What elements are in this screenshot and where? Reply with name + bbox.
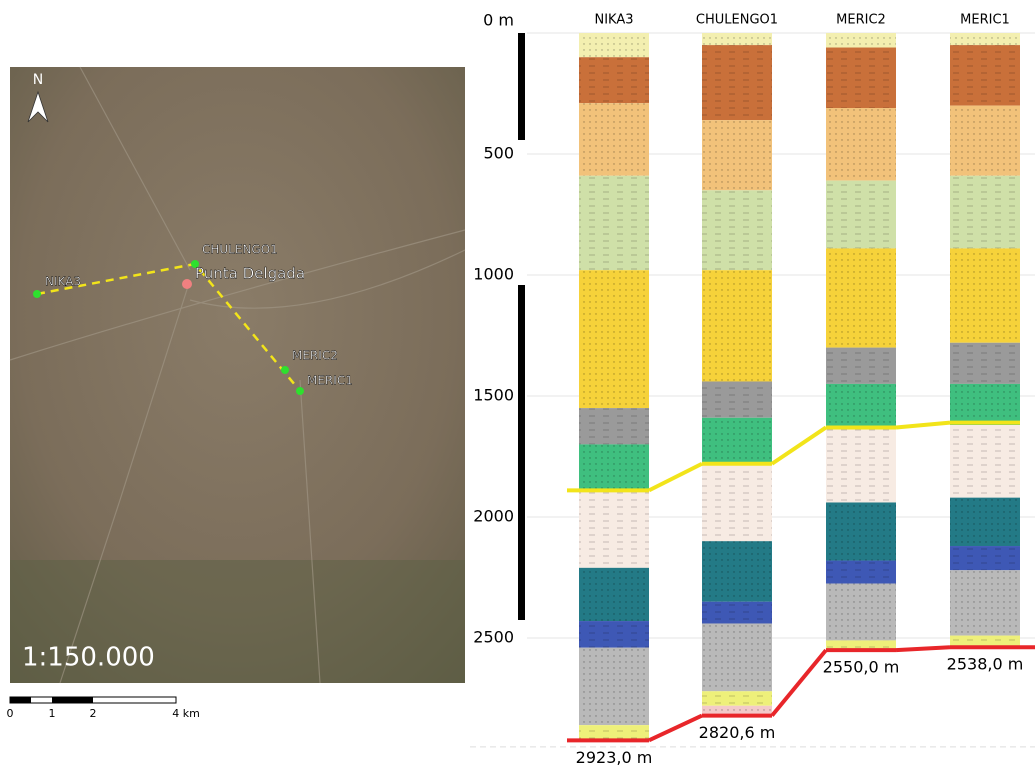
marker-connector: [896, 423, 950, 428]
base-connector: [649, 716, 702, 741]
base-connector: [896, 647, 950, 650]
depth-tick-label: 2000: [473, 507, 514, 526]
well-name: NIKA3: [594, 13, 633, 28]
layer-texture: [950, 45, 1020, 106]
depth-tick-label: 1000: [473, 265, 514, 284]
depth-scale-bar: [518, 285, 525, 620]
well-name: MERIC1: [960, 13, 1010, 28]
layer-texture: [702, 464, 772, 541]
layer-texture: [702, 190, 772, 270]
layer-texture: [826, 584, 896, 641]
layer-texture: [579, 568, 649, 621]
layer-texture: [579, 490, 649, 567]
depth-tick-label: 1500: [473, 386, 514, 405]
depth-tick-label: 0 m: [483, 11, 514, 30]
layer-texture: [579, 408, 649, 444]
layer-texture: [950, 384, 1020, 425]
layer-texture: [702, 623, 772, 691]
scale-label: 1: [49, 707, 56, 720]
layer-texture: [579, 621, 649, 648]
north-label: N: [33, 72, 43, 88]
layer-texture: [579, 57, 649, 103]
well-name: CHULENGO1: [696, 13, 778, 28]
layer-texture: [826, 108, 896, 181]
scale-label: 0: [7, 707, 14, 720]
layer-texture: [702, 691, 772, 706]
layer-texture: [702, 270, 772, 381]
scale-bar: [10, 697, 31, 703]
layer-texture: [950, 176, 1020, 249]
marker-connector: [772, 427, 826, 463]
well-point: [281, 366, 289, 374]
layer-texture: [950, 425, 1020, 498]
depth-tick-label: 2500: [473, 628, 514, 647]
scale-text: 1:150.000: [22, 643, 155, 673]
layer-texture: [950, 33, 1020, 45]
well-point: [296, 387, 304, 395]
layer-texture: [702, 45, 772, 120]
layer-texture: [702, 381, 772, 417]
town-label: Punta Delgada: [195, 265, 305, 283]
total-depth-label: 2820,6 m: [699, 723, 776, 742]
cross-section: 0 m 500 1000 1500 2000 2500 NIKA3 2923,0 m CHULE…: [470, 11, 1035, 767]
layer-texture: [950, 343, 1020, 384]
layer-texture: [702, 541, 772, 602]
scale-bar: [52, 697, 93, 703]
layer-texture: [950, 546, 1020, 570]
figure: N NIKA3 CHULENGO1 MERIC2 MERIC1 Punta De…: [0, 0, 1035, 771]
layer-texture: [950, 106, 1020, 176]
layer-texture: [950, 570, 1020, 635]
layer-texture: [826, 348, 896, 384]
layer-texture: [579, 648, 649, 725]
depth-scale-bar: [518, 33, 525, 140]
town-point: [182, 279, 192, 289]
layer-texture: [826, 384, 896, 428]
well-name: MERIC2: [836, 13, 886, 28]
layer-texture: [702, 602, 772, 624]
layer-texture: [826, 427, 896, 502]
layer-texture: [702, 33, 772, 45]
well-label: MERIC2: [292, 349, 338, 363]
layer-texture: [826, 181, 896, 249]
layer-texture: [826, 248, 896, 347]
layer-texture: [579, 33, 649, 57]
layer-texture: [950, 248, 1020, 342]
well-label: MERIC1: [307, 374, 353, 388]
layer-texture: [579, 103, 649, 176]
layer-texture: [702, 120, 772, 190]
base-connector: [772, 650, 826, 715]
layer-texture: [826, 502, 896, 560]
scale-label: 4 km: [172, 707, 200, 720]
total-depth-label: 2538,0 m: [947, 655, 1024, 674]
well-label: NIKA3: [45, 275, 81, 289]
layer-texture: [579, 270, 649, 408]
layer-texture: [579, 444, 649, 490]
well-point: [33, 290, 41, 298]
layer-texture: [950, 498, 1020, 546]
scale-label: 2: [90, 707, 97, 720]
depth-tick-label: 500: [483, 144, 514, 163]
map: N NIKA3 CHULENGO1 MERIC2 MERIC1 Punta De…: [7, 67, 466, 720]
layer-texture: [826, 561, 896, 584]
total-depth-label: 2550,0 m: [823, 658, 900, 677]
layer-texture: [702, 418, 772, 464]
well-label: CHULENGO1: [202, 243, 278, 257]
total-depth-label: 2923,0 m: [576, 748, 653, 767]
layer-texture: [579, 725, 649, 740]
layer-texture: [826, 33, 896, 48]
marker-connector: [649, 464, 702, 491]
layer-texture: [826, 48, 896, 109]
layer-texture: [579, 176, 649, 270]
